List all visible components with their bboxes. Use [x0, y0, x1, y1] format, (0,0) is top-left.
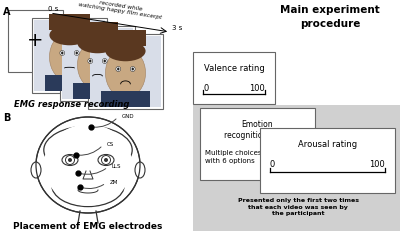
Ellipse shape [78, 40, 118, 90]
Ellipse shape [68, 158, 72, 162]
Text: 3 s: 3 s [172, 25, 182, 31]
Bar [8, 10, 63, 72]
Ellipse shape [88, 58, 93, 64]
Text: recorded while
watching happy film excerpt: recorded while watching happy film excer… [78, 0, 162, 21]
Ellipse shape [117, 67, 120, 70]
Ellipse shape [31, 162, 41, 178]
Bar [74, 83, 122, 99]
Text: Presented only the first two times
that each video was seen by
the participant: Presented only the first two times that … [238, 198, 358, 216]
Text: 100: 100 [369, 160, 385, 169]
Text: Valence rating: Valence rating [204, 64, 264, 73]
Ellipse shape [62, 155, 78, 165]
Text: +: + [27, 31, 44, 51]
Ellipse shape [102, 58, 107, 64]
Text: CS: CS [107, 142, 114, 146]
Text: Placement of EMG electrodes: Placement of EMG electrodes [13, 222, 163, 231]
Text: ZM: ZM [110, 179, 118, 185]
Bar [106, 30, 146, 46]
Text: 100: 100 [249, 84, 265, 93]
Ellipse shape [132, 67, 134, 70]
Ellipse shape [76, 52, 78, 55]
Text: Multiple choices
with 6 options: Multiple choices with 6 options [205, 150, 262, 164]
Text: 0 s: 0 s [48, 6, 58, 12]
Bar [88, 34, 163, 109]
Bar [60, 26, 135, 101]
Ellipse shape [104, 158, 108, 162]
Ellipse shape [98, 155, 114, 165]
Ellipse shape [50, 32, 90, 82]
Bar [260, 128, 395, 193]
Bar [193, 105, 400, 231]
Text: GND: GND [122, 113, 135, 119]
Ellipse shape [130, 67, 135, 71]
Ellipse shape [61, 52, 64, 55]
Ellipse shape [104, 60, 106, 62]
Text: A: A [3, 7, 10, 17]
Bar [200, 108, 315, 180]
Text: B: B [3, 113, 10, 123]
Ellipse shape [102, 155, 110, 164]
Ellipse shape [50, 25, 90, 45]
Ellipse shape [89, 60, 92, 62]
Bar [32, 18, 107, 93]
Ellipse shape [116, 67, 121, 71]
Ellipse shape [36, 117, 140, 213]
Bar [193, 52, 275, 104]
Ellipse shape [78, 33, 118, 53]
Text: 0: 0 [203, 84, 208, 93]
Ellipse shape [106, 48, 146, 98]
Text: Arousal rating: Arousal rating [298, 140, 357, 149]
Ellipse shape [44, 124, 132, 206]
Ellipse shape [52, 163, 124, 207]
Text: Emotion
recognition check: Emotion recognition check [224, 120, 292, 140]
Ellipse shape [106, 41, 146, 61]
Bar [50, 14, 90, 30]
Ellipse shape [135, 162, 145, 178]
Text: 0: 0 [270, 160, 275, 169]
Text: Main experiment
procedure: Main experiment procedure [280, 5, 380, 29]
Bar [34, 20, 105, 91]
Bar [46, 75, 94, 91]
Text: LLS: LLS [112, 164, 122, 168]
Ellipse shape [74, 51, 79, 55]
Bar [78, 22, 118, 38]
Bar [62, 28, 133, 99]
Text: EMG response recording: EMG response recording [14, 100, 129, 109]
Ellipse shape [44, 126, 132, 174]
Bar [90, 36, 161, 107]
Ellipse shape [66, 155, 74, 164]
Bar [102, 91, 150, 107]
Ellipse shape [60, 51, 65, 55]
